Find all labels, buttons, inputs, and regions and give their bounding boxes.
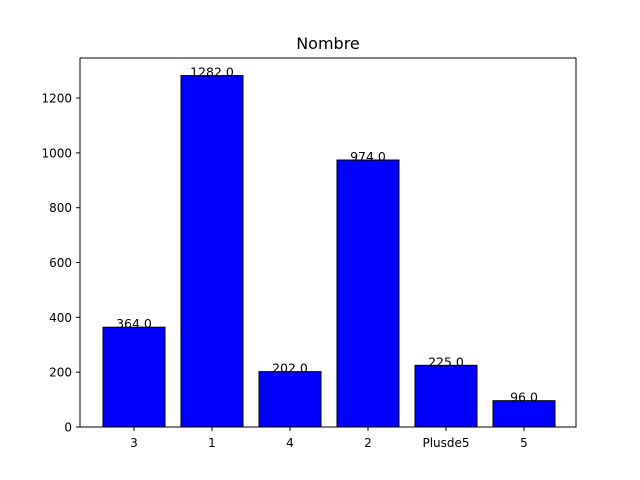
plot-area-frame <box>79 57 577 428</box>
bar-Plusde5 <box>414 364 478 428</box>
y-tick-label-1000: 1000 <box>41 146 72 160</box>
y-tick-label-0: 0 <box>64 421 72 435</box>
data-label-2: 974.0 <box>350 149 386 164</box>
data-label-5: 96.0 <box>510 390 538 405</box>
x-tick-label-5: 5 <box>520 436 528 450</box>
y-tick-label-800: 800 <box>49 201 72 215</box>
data-label-1: 1282.0 <box>190 65 234 80</box>
x-tick-label-2: 2 <box>364 436 372 450</box>
x-tick-label-3: 3 <box>130 436 138 450</box>
y-tick-label-600: 600 <box>49 256 72 270</box>
bar-1 <box>180 75 244 428</box>
x-tick-label-1: 1 <box>208 436 216 450</box>
data-label-3: 364.0 <box>116 316 152 331</box>
x-tick-label-4: 4 <box>286 436 294 450</box>
y-tick-label-400: 400 <box>49 311 72 325</box>
data-label-4: 202.0 <box>272 361 308 376</box>
y-tick-label-200: 200 <box>49 366 72 380</box>
data-label-Plusde5: 225.0 <box>428 354 464 369</box>
chart-title: Nombre <box>296 34 360 53</box>
y-axis: 0 200 400 600 800 1000 1200 <box>41 92 80 435</box>
bar-3 <box>102 326 166 428</box>
x-axis: 3 1 4 2 Plusde5 5 <box>130 427 528 450</box>
bars-group <box>102 75 556 428</box>
data-labels-group: 364.0 1282.0 202.0 974.0 225.0 96.0 <box>116 65 538 405</box>
y-tick-label-1200: 1200 <box>41 92 72 106</box>
bar-4 <box>258 371 322 428</box>
x-tick-label-Plusde5: Plusde5 <box>422 436 469 450</box>
bar-2 <box>336 159 400 428</box>
